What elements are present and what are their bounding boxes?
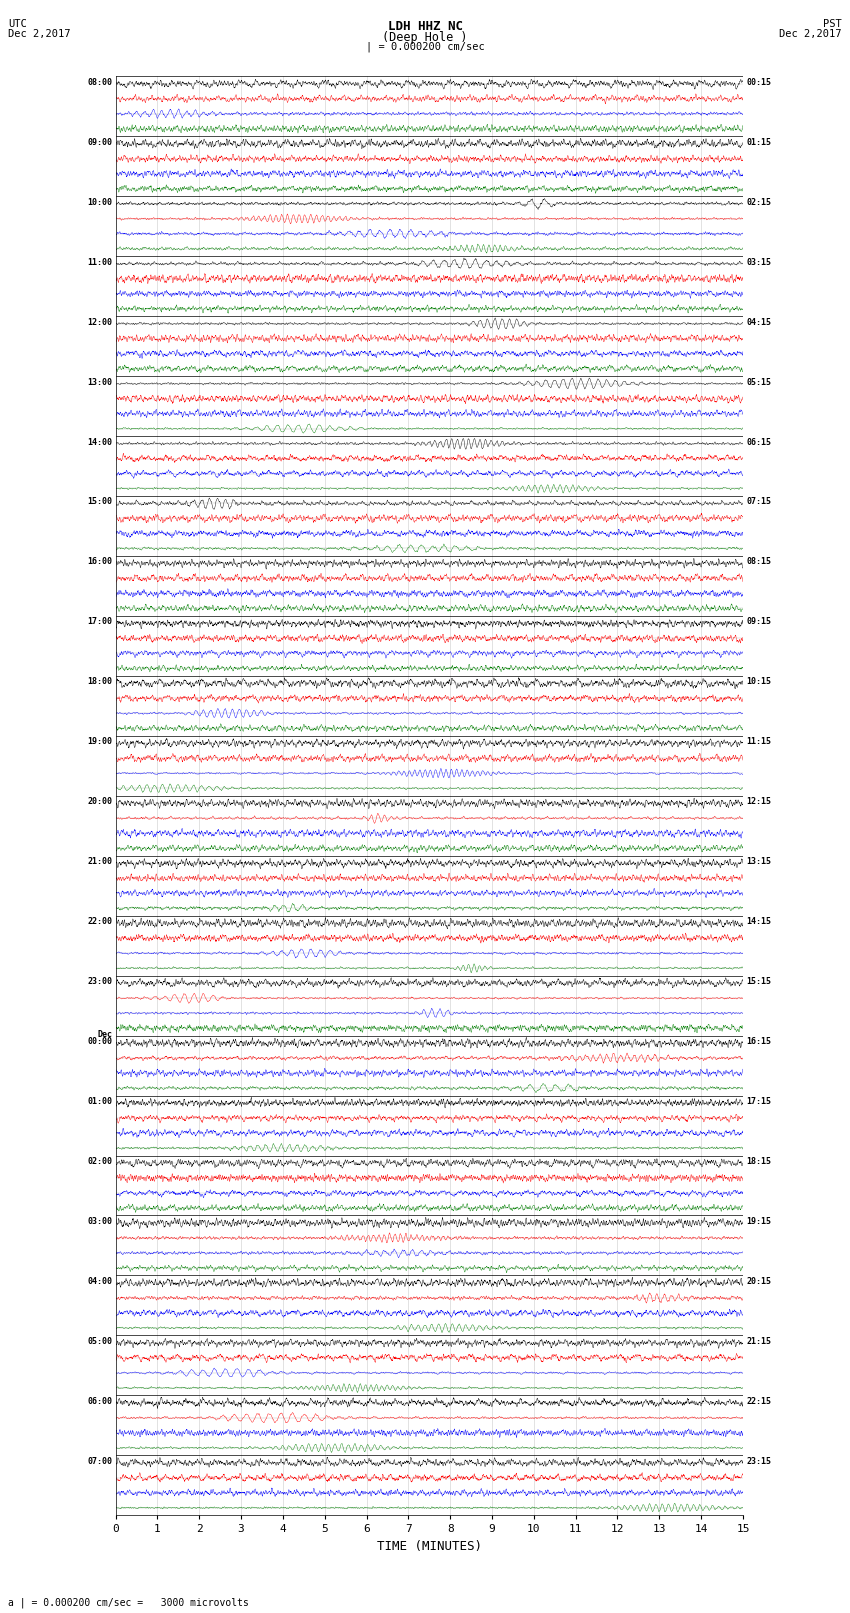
Text: 12:15: 12:15 [746, 797, 771, 806]
Text: 04:15: 04:15 [746, 318, 771, 326]
Text: 08:15: 08:15 [746, 558, 771, 566]
Text: 20:15: 20:15 [746, 1277, 771, 1286]
Text: 00:15: 00:15 [746, 77, 771, 87]
Text: 21:15: 21:15 [746, 1337, 771, 1345]
Text: 07:15: 07:15 [746, 497, 771, 506]
Text: 21:00: 21:00 [88, 857, 112, 866]
Text: UTC: UTC [8, 18, 27, 29]
Text: a | = 0.000200 cm/sec =   3000 microvolts: a | = 0.000200 cm/sec = 3000 microvolts [8, 1597, 249, 1608]
Text: PST: PST [823, 18, 842, 29]
Text: 19:15: 19:15 [746, 1216, 771, 1226]
Text: 13:15: 13:15 [746, 857, 771, 866]
Text: 03:15: 03:15 [746, 258, 771, 266]
Text: 10:00: 10:00 [88, 198, 112, 206]
Text: 17:15: 17:15 [746, 1097, 771, 1107]
Text: 05:00: 05:00 [88, 1337, 112, 1345]
Text: 23:15: 23:15 [746, 1457, 771, 1466]
Text: 03:00: 03:00 [88, 1216, 112, 1226]
Text: 14:00: 14:00 [88, 437, 112, 447]
Text: 11:00: 11:00 [88, 258, 112, 266]
Text: 20:00: 20:00 [88, 797, 112, 806]
Text: 22:00: 22:00 [88, 918, 112, 926]
Text: 02:00: 02:00 [88, 1157, 112, 1166]
Text: 04:00: 04:00 [88, 1277, 112, 1286]
Text: 00:00: 00:00 [88, 1037, 112, 1047]
Text: Dec 2,2017: Dec 2,2017 [8, 29, 71, 39]
Text: Dec 2,2017: Dec 2,2017 [779, 29, 842, 39]
Text: (Deep Hole ): (Deep Hole ) [382, 31, 468, 44]
Text: Dec: Dec [98, 1031, 112, 1039]
Text: 01:00: 01:00 [88, 1097, 112, 1107]
Text: 12:00: 12:00 [88, 318, 112, 326]
Text: 06:00: 06:00 [88, 1397, 112, 1407]
Text: 19:00: 19:00 [88, 737, 112, 747]
Text: 14:15: 14:15 [746, 918, 771, 926]
Text: 15:00: 15:00 [88, 497, 112, 506]
Text: 05:15: 05:15 [746, 377, 771, 387]
Text: 15:15: 15:15 [746, 977, 771, 986]
Text: 13:00: 13:00 [88, 377, 112, 387]
Text: 10:15: 10:15 [746, 677, 771, 687]
Text: 11:15: 11:15 [746, 737, 771, 747]
Text: 06:15: 06:15 [746, 437, 771, 447]
Text: 23:00: 23:00 [88, 977, 112, 986]
Text: 18:15: 18:15 [746, 1157, 771, 1166]
Text: 18:00: 18:00 [88, 677, 112, 687]
X-axis label: TIME (MINUTES): TIME (MINUTES) [377, 1540, 482, 1553]
Text: 07:00: 07:00 [88, 1457, 112, 1466]
Text: 16:15: 16:15 [746, 1037, 771, 1047]
Text: 09:00: 09:00 [88, 137, 112, 147]
Text: 01:15: 01:15 [746, 137, 771, 147]
Text: 08:00: 08:00 [88, 77, 112, 87]
Text: 22:15: 22:15 [746, 1397, 771, 1407]
Text: 16:00: 16:00 [88, 558, 112, 566]
Text: 02:15: 02:15 [746, 198, 771, 206]
Text: LDH HHZ NC: LDH HHZ NC [388, 19, 462, 34]
Text: 09:15: 09:15 [746, 618, 771, 626]
Text: 17:00: 17:00 [88, 618, 112, 626]
Text: | = 0.000200 cm/sec: | = 0.000200 cm/sec [366, 42, 484, 53]
